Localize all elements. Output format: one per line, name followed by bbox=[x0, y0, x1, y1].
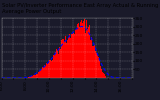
Bar bbox=[65, 36, 66, 78]
Bar bbox=[103, 73, 104, 78]
Bar bbox=[57, 50, 58, 78]
Bar bbox=[33, 75, 34, 78]
Bar bbox=[51, 61, 52, 78]
Bar bbox=[66, 43, 67, 78]
Bar bbox=[104, 74, 105, 78]
Bar bbox=[38, 73, 39, 78]
Bar bbox=[96, 53, 97, 78]
Bar bbox=[85, 32, 86, 78]
Bar bbox=[87, 30, 88, 78]
Bar bbox=[74, 34, 75, 78]
Bar bbox=[34, 75, 35, 78]
Bar bbox=[45, 66, 46, 78]
Bar bbox=[30, 77, 31, 78]
Bar bbox=[46, 63, 47, 78]
Bar bbox=[31, 76, 32, 78]
Bar bbox=[41, 69, 42, 78]
Bar bbox=[59, 50, 60, 78]
Bar bbox=[97, 55, 98, 78]
Bar bbox=[68, 37, 69, 78]
Bar bbox=[49, 60, 50, 78]
Bar bbox=[70, 38, 71, 78]
Bar bbox=[73, 33, 74, 78]
Bar bbox=[93, 46, 94, 78]
Bar bbox=[43, 67, 44, 78]
Bar bbox=[54, 55, 55, 78]
Bar bbox=[62, 39, 63, 78]
Bar bbox=[52, 60, 53, 78]
Bar bbox=[94, 45, 95, 78]
Bar bbox=[35, 75, 36, 78]
Bar bbox=[101, 69, 102, 78]
Bar bbox=[36, 74, 37, 78]
Bar bbox=[76, 29, 77, 78]
Bar bbox=[48, 61, 49, 78]
Bar bbox=[71, 34, 72, 78]
Bar bbox=[84, 19, 85, 78]
Bar bbox=[86, 20, 87, 78]
Bar bbox=[75, 30, 76, 78]
Bar bbox=[56, 49, 57, 78]
Bar bbox=[39, 71, 40, 78]
Bar bbox=[81, 20, 82, 78]
Bar bbox=[91, 37, 92, 78]
Bar bbox=[58, 54, 59, 78]
Bar bbox=[72, 34, 73, 78]
Bar bbox=[83, 21, 84, 78]
Bar bbox=[78, 23, 79, 78]
Bar bbox=[99, 60, 100, 78]
Bar bbox=[42, 67, 43, 78]
Bar bbox=[32, 76, 33, 78]
Bar bbox=[100, 66, 101, 78]
Bar bbox=[40, 70, 41, 78]
Bar bbox=[105, 76, 106, 78]
Bar bbox=[67, 40, 68, 78]
Bar bbox=[63, 39, 64, 78]
Text: Solar PV/Inverter Performance East Array Actual & Running Average Power Output: Solar PV/Inverter Performance East Array… bbox=[2, 3, 158, 14]
Bar bbox=[80, 22, 81, 78]
Bar bbox=[50, 60, 51, 78]
Bar bbox=[69, 34, 70, 78]
Bar bbox=[61, 40, 62, 78]
Bar bbox=[37, 74, 38, 78]
Bar bbox=[95, 51, 96, 78]
Bar bbox=[29, 77, 30, 78]
Bar bbox=[53, 55, 54, 78]
Bar bbox=[47, 64, 48, 78]
Bar bbox=[98, 57, 99, 78]
Bar bbox=[77, 24, 78, 78]
Bar bbox=[44, 65, 45, 78]
Bar bbox=[90, 40, 91, 78]
Bar bbox=[28, 77, 29, 78]
Bar bbox=[89, 25, 90, 78]
Bar bbox=[88, 27, 89, 78]
Bar bbox=[92, 46, 93, 78]
Bar bbox=[102, 72, 103, 78]
Bar bbox=[64, 41, 65, 78]
Bar bbox=[79, 26, 80, 78]
Bar bbox=[60, 49, 61, 78]
Bar bbox=[55, 52, 56, 78]
Bar bbox=[82, 23, 83, 78]
